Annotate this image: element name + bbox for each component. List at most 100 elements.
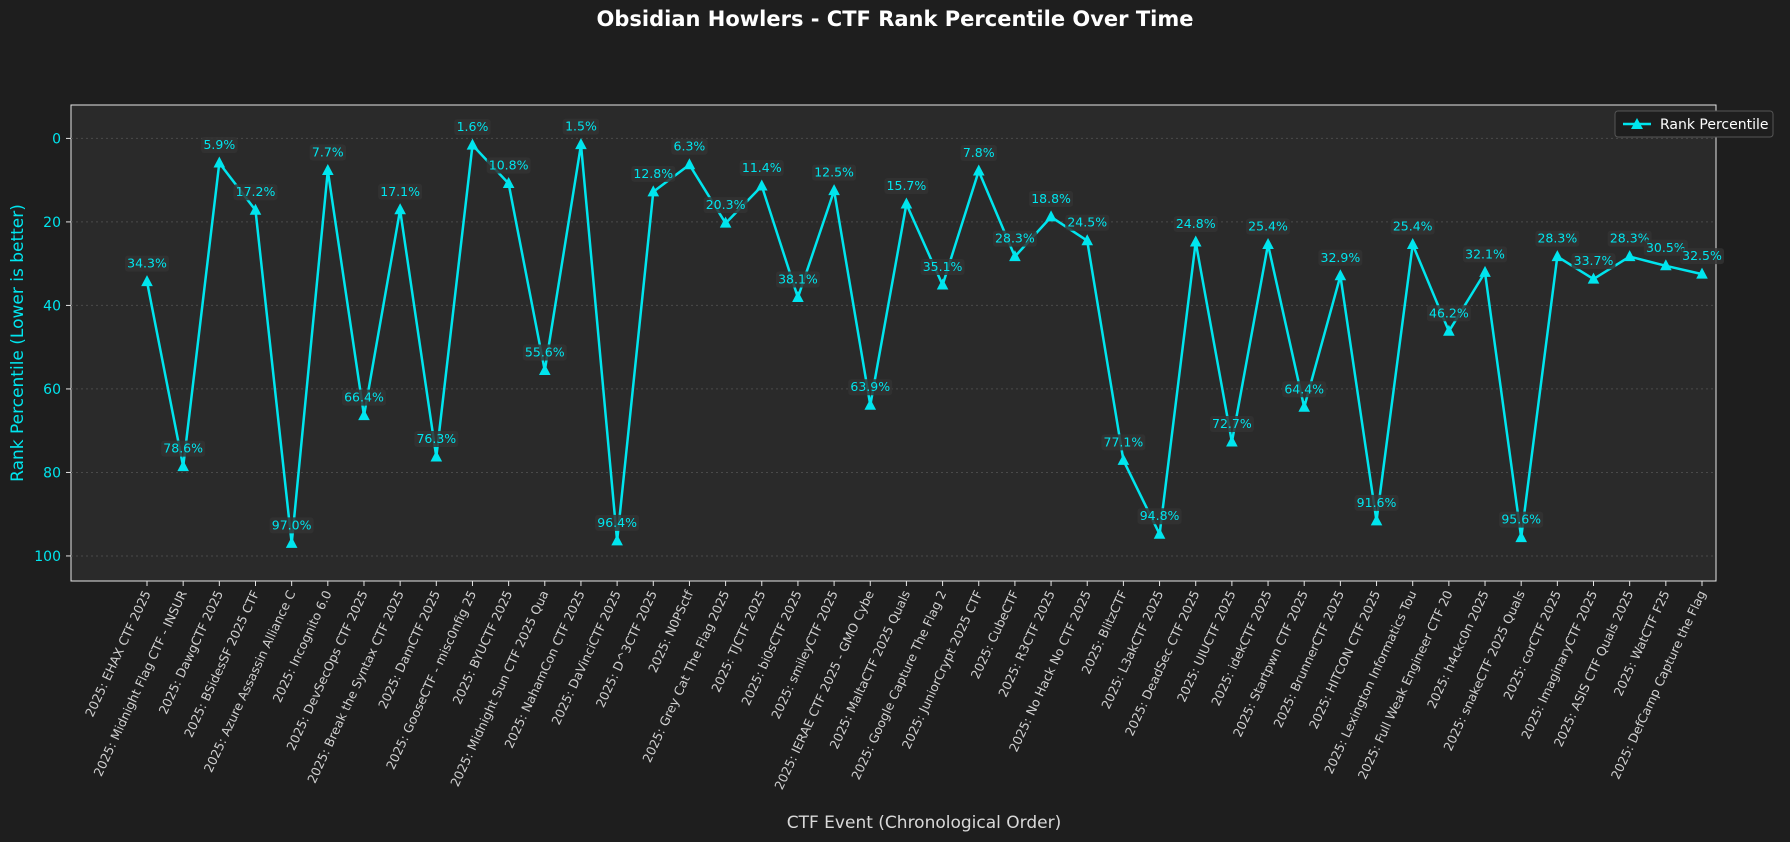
- data-labels: 34.3% 78.6% 5.9% 17.2% 97.0% 7.7% 66.4% 17.1% 76…: [125, 118, 1724, 534]
- data-point-marker: [141, 275, 153, 287]
- data-label: 32.5%: [1682, 248, 1722, 263]
- data-label-bg: [848, 379, 893, 396]
- y-tick-label: 100: [34, 549, 61, 565]
- data-label-bg: [1065, 214, 1110, 231]
- data-label: 78.6%: [163, 441, 203, 456]
- data-label: 55.6%: [525, 345, 565, 360]
- data-label-bg: [1680, 248, 1724, 265]
- data-label-bg: [161, 440, 206, 457]
- data-point-marker: [1189, 235, 1202, 247]
- data-point-marker: [1479, 265, 1491, 277]
- data-point-marker: [683, 158, 696, 170]
- data-label-bg: [631, 165, 676, 182]
- data-label: 38.1%: [778, 271, 818, 286]
- data-label: 18.8%: [1031, 191, 1071, 206]
- data-point-marker: [1334, 269, 1347, 281]
- data-label-bg: [1426, 305, 1471, 322]
- data-label-bg: [1029, 190, 1074, 207]
- data-label: 95.6%: [1501, 512, 1541, 527]
- data-label-bg: [775, 271, 820, 288]
- data-label: 46.2%: [1429, 305, 1469, 320]
- data-point-marker: [1262, 237, 1274, 249]
- data-label-bg: [1571, 253, 1616, 270]
- data-point-marker: [538, 364, 551, 376]
- data-label: 76.3%: [416, 431, 456, 446]
- data-point-marker: [466, 138, 479, 150]
- data-point-marker: [1009, 250, 1021, 262]
- data-label: 24.8%: [1176, 216, 1216, 231]
- data-label: 20.3%: [706, 197, 746, 212]
- plot-area: [70, 104, 1717, 582]
- data-point-marker: [1623, 250, 1636, 262]
- data-label-bg: [920, 258, 965, 275]
- data-label-bg: [1354, 494, 1399, 511]
- data-point-marker: [972, 164, 985, 176]
- data-point-marker: [864, 398, 877, 410]
- data-label: 33.7%: [1574, 253, 1614, 268]
- data-point-marker: [213, 156, 226, 168]
- data-label: 6.3%: [674, 139, 706, 154]
- data-point-marker: [1551, 250, 1564, 262]
- data-point-marker: [322, 164, 334, 176]
- data-label-bg: [703, 197, 748, 214]
- data-label: 28.3%: [1537, 231, 1577, 246]
- data-label-bg: [671, 138, 708, 155]
- data-label: 28.3%: [1610, 231, 1650, 246]
- data-point-marker: [1406, 237, 1419, 249]
- legend-triangle-marker-icon: [1631, 118, 1643, 129]
- data-point-marker: [828, 184, 840, 196]
- data-point-marker: [936, 278, 949, 290]
- data-label: 1.6%: [457, 119, 489, 134]
- data-point-marker: [575, 138, 587, 150]
- data-point-marker: [1153, 527, 1166, 539]
- data-label: 63.9%: [850, 379, 890, 394]
- y-axis-ticks: 0 20 40 60 80 100: [34, 131, 71, 565]
- data-point-marker: [1081, 234, 1094, 246]
- data-label-bg: [884, 177, 929, 194]
- data-label: 96.4%: [597, 515, 637, 530]
- data-label-bg: [1390, 218, 1435, 235]
- data-point-marker: [502, 176, 515, 188]
- data-label-bg: [1173, 215, 1218, 232]
- data-point-marker: [719, 216, 732, 228]
- data-label-bg: [414, 430, 459, 447]
- data-point-marker: [1443, 324, 1455, 336]
- data-label-bg: [1607, 230, 1652, 247]
- data-label: 11.4%: [742, 160, 782, 175]
- data-label: 94.8%: [1140, 508, 1180, 523]
- data-point-marker: [1660, 259, 1672, 271]
- data-label: 30.5%: [1646, 240, 1686, 255]
- data-label: 1.5%: [565, 119, 597, 134]
- data-label: 66.4%: [344, 390, 384, 405]
- data-label: 7.8%: [963, 145, 995, 160]
- data-label: 17.1%: [380, 184, 420, 199]
- data-label: 28.3%: [995, 231, 1035, 246]
- data-label-bg: [739, 160, 784, 177]
- data-point-marker: [900, 197, 913, 209]
- data-point-marker: [1298, 400, 1311, 412]
- data-point-marker: [1587, 272, 1600, 284]
- data-label-bg: [1463, 246, 1508, 263]
- chart-title: Obsidian Howlers - CTF Rank Percentile O…: [597, 7, 1194, 31]
- data-label-bg: [1209, 415, 1254, 432]
- data-label: 24.5%: [1067, 215, 1107, 230]
- data-point-marker: [1370, 514, 1383, 526]
- data-label: 5.9%: [203, 137, 235, 152]
- data-label: 17.2%: [236, 184, 276, 199]
- data-label: 10.8%: [489, 157, 529, 172]
- data-point-marker: [358, 409, 370, 421]
- data-label-bg: [233, 184, 278, 201]
- series-markers: [141, 138, 1708, 548]
- data-label-bg: [341, 389, 386, 406]
- data-label-bg: [1318, 249, 1363, 266]
- data-label-bg: [486, 157, 531, 174]
- y-axis-label: Rank Percentile (Lower is better): [8, 204, 28, 482]
- data-label: 15.7%: [887, 178, 927, 193]
- data-label-bg: [269, 517, 314, 534]
- data-label-bg: [1499, 511, 1544, 528]
- data-label-bg: [522, 344, 567, 361]
- data-point-marker: [1696, 267, 1708, 279]
- y-tick-label: 20: [43, 215, 61, 231]
- data-point-marker: [1226, 435, 1238, 447]
